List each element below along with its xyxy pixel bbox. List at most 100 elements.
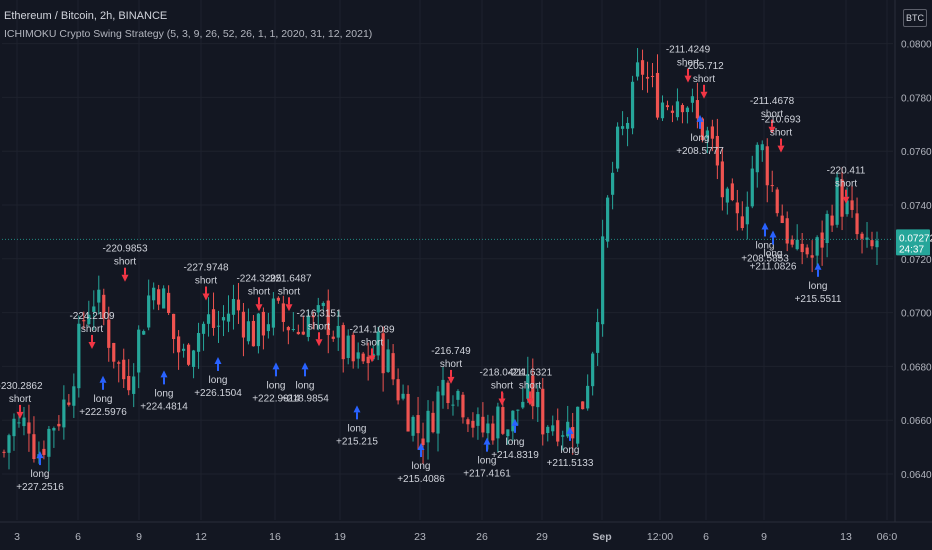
short-label: short	[248, 286, 270, 297]
candle-body	[386, 349, 390, 372]
short-arrow-icon	[526, 398, 534, 406]
price-tick-label: 0.076000	[901, 147, 932, 158]
candle-body	[735, 202, 739, 214]
candle-body	[411, 416, 415, 436]
candle-body	[306, 315, 310, 337]
candle-body	[730, 183, 734, 201]
candle-body	[276, 297, 280, 301]
short-arrow-icon	[777, 145, 785, 153]
candle-body	[451, 404, 455, 406]
long-pnl-label: +224.4814	[140, 401, 188, 412]
long-pnl-label: +222.5976	[79, 407, 127, 418]
short-pnl-label: -227.9748	[183, 263, 228, 274]
time-axis[interactable]: 3 6 9 12 16 19 23 26 29 Sep 12:00 6 9 13 06:0	[14, 531, 897, 543]
strategy-title[interactable]: ICHIMOKU Crypto Swing Strategy (5, 3, 9,…	[4, 28, 373, 40]
long-arrow-shaft	[817, 269, 819, 277]
symbol-title[interactable]: Ethereum / Bitcoin, 2h, BINANCE	[4, 10, 168, 22]
time-tick-label: 12:00	[647, 531, 673, 543]
short-arrow-shaft	[501, 391, 503, 399]
short-arrow-icon	[255, 304, 263, 312]
candle-body	[147, 295, 151, 328]
currency-badge[interactable]: BTC	[903, 9, 927, 27]
candle-body	[840, 179, 844, 217]
candle-body	[870, 240, 874, 247]
candle-body	[82, 320, 86, 322]
candle-body	[770, 185, 774, 187]
candle-body	[206, 314, 211, 324]
candle-body	[17, 422, 21, 424]
candle-body	[650, 75, 655, 77]
long-label: long	[764, 249, 783, 260]
candle-body	[531, 375, 535, 407]
short-arrow-icon	[842, 196, 850, 204]
candle-body	[556, 420, 560, 442]
candle-body	[391, 353, 395, 380]
short-label: short	[9, 394, 31, 405]
candle-body	[142, 331, 146, 335]
candle-body	[102, 294, 106, 319]
candle-body	[27, 422, 31, 434]
candle-body	[795, 239, 799, 250]
candle-body	[97, 289, 101, 303]
candle-body	[601, 236, 605, 325]
candle-body	[436, 391, 440, 434]
candle-body	[416, 415, 420, 434]
long-pnl-label: +227.2516	[16, 482, 64, 493]
short-arrow-icon	[285, 304, 293, 312]
candle-body	[800, 243, 804, 253]
candle-body	[740, 216, 744, 229]
candle-body	[615, 126, 620, 169]
short-label: short	[361, 337, 383, 348]
candle-body	[845, 200, 849, 215]
candle-body	[506, 429, 510, 437]
candle-body	[780, 215, 784, 224]
short-label: short	[440, 359, 462, 370]
candle-body	[426, 410, 430, 443]
long-arrow-icon	[511, 418, 519, 426]
long-arrow-shaft	[304, 369, 306, 377]
candle-body	[92, 306, 96, 312]
price-tick-label: 0.068000	[901, 362, 932, 373]
long-arrow-shaft	[569, 433, 571, 441]
long-arrow-icon	[483, 437, 491, 445]
candle-body	[705, 130, 709, 139]
time-tick-label: 23	[414, 531, 426, 543]
candle-body	[551, 425, 555, 432]
candle-body	[745, 206, 749, 225]
candle-body	[536, 391, 540, 408]
candle-body	[256, 313, 261, 347]
current-price-label: 0.07272224:37	[2, 229, 932, 256]
candle-body	[22, 417, 26, 427]
candle-body	[172, 313, 176, 340]
candle-body	[765, 146, 769, 186]
candle-body	[805, 247, 809, 255]
candle-body	[286, 327, 290, 331]
candle-body	[67, 402, 71, 405]
candle-body	[576, 406, 580, 444]
short-pnl-label: -214.1089	[349, 324, 394, 335]
long-label: long	[809, 281, 828, 292]
candle-body	[52, 428, 56, 431]
candle-body	[835, 177, 839, 225]
time-tick-label: 9	[136, 531, 142, 543]
candle-body	[855, 213, 859, 235]
candle-body	[710, 126, 714, 139]
short-label: short	[693, 74, 715, 85]
candle-body	[216, 325, 221, 327]
candle-body	[406, 393, 410, 432]
short-pnl-label: -230.2862	[0, 381, 43, 392]
short-pnl-label: -211.4249	[666, 45, 711, 56]
time-tick-label: 6	[703, 531, 709, 543]
long-pnl-label: +226.1504	[194, 388, 242, 399]
price-axis[interactable]: 0.080000 0.078000 0.076000 0.074000 0.072000…	[901, 40, 932, 481]
candle-body	[246, 321, 251, 342]
candle-body	[181, 348, 186, 351]
long-arrow-icon	[696, 114, 704, 122]
short-arrow-icon	[700, 91, 708, 99]
short-arrow-icon	[447, 376, 455, 384]
price-tick-label: 0.078000	[901, 93, 932, 104]
long-arrow-shaft	[514, 425, 516, 433]
candle-body	[167, 292, 171, 313]
long-label: long	[209, 375, 228, 386]
